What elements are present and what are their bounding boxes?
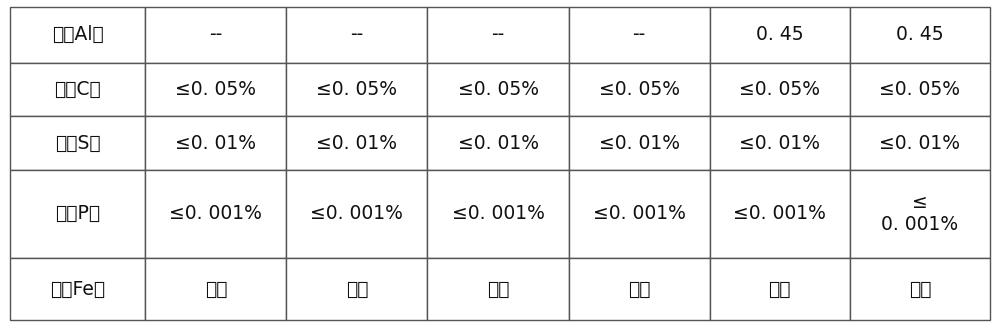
Polygon shape [145, 170, 286, 258]
Text: 余量: 余量 [205, 280, 227, 299]
Polygon shape [286, 258, 427, 320]
Polygon shape [427, 258, 569, 320]
Polygon shape [286, 7, 427, 63]
Polygon shape [10, 170, 145, 258]
Polygon shape [427, 63, 569, 116]
Text: ≤0. 01%: ≤0. 01% [458, 134, 539, 153]
Polygon shape [850, 63, 990, 116]
Polygon shape [286, 63, 427, 116]
Polygon shape [850, 170, 990, 258]
Polygon shape [10, 116, 145, 170]
Text: ≤
0. 001%: ≤ 0. 001% [881, 193, 958, 234]
Text: --: -- [491, 25, 505, 44]
Text: 余量: 余量 [346, 280, 368, 299]
Text: ≤0. 05%: ≤0. 05% [739, 80, 820, 99]
Polygon shape [427, 170, 569, 258]
Text: 余量: 余量 [487, 280, 509, 299]
Text: ≤0. 05%: ≤0. 05% [458, 80, 539, 99]
Polygon shape [710, 7, 850, 63]
Polygon shape [850, 258, 990, 320]
Polygon shape [145, 63, 286, 116]
Text: 磷（P）: 磷（P） [55, 204, 100, 223]
Polygon shape [850, 7, 990, 63]
Polygon shape [427, 116, 569, 170]
Text: 余量: 余量 [628, 280, 650, 299]
Polygon shape [710, 258, 850, 320]
Polygon shape [569, 258, 710, 320]
Text: ≤0. 001%: ≤0. 001% [310, 204, 403, 223]
Polygon shape [10, 7, 145, 63]
Text: ≤0. 001%: ≤0. 001% [733, 204, 826, 223]
Text: ≤0. 05%: ≤0. 05% [879, 80, 960, 99]
Text: ≤0. 01%: ≤0. 01% [599, 134, 680, 153]
Polygon shape [569, 116, 710, 170]
Polygon shape [569, 7, 710, 63]
Polygon shape [145, 116, 286, 170]
Text: --: -- [350, 25, 364, 44]
Polygon shape [10, 63, 145, 116]
Text: ≤0. 05%: ≤0. 05% [175, 80, 256, 99]
Polygon shape [10, 258, 145, 320]
Text: ≤0. 01%: ≤0. 01% [175, 134, 256, 153]
Text: ≤0. 05%: ≤0. 05% [599, 80, 680, 99]
Text: ≤0. 001%: ≤0. 001% [169, 204, 262, 223]
Polygon shape [286, 170, 427, 258]
Text: 铁（Fe）: 铁（Fe） [50, 280, 105, 299]
Text: --: -- [633, 25, 646, 44]
Polygon shape [286, 116, 427, 170]
Polygon shape [145, 258, 286, 320]
Text: ≤0. 001%: ≤0. 001% [593, 204, 686, 223]
Text: 硫（S）: 硫（S） [55, 134, 100, 153]
Text: 0. 45: 0. 45 [756, 25, 804, 44]
Text: 余量: 余量 [909, 280, 931, 299]
Polygon shape [427, 7, 569, 63]
Polygon shape [710, 170, 850, 258]
Text: ≤0. 01%: ≤0. 01% [739, 134, 820, 153]
Polygon shape [710, 63, 850, 116]
Text: 锂（Al）: 锂（Al） [52, 25, 103, 44]
Text: ≤0. 01%: ≤0. 01% [316, 134, 397, 153]
Text: ≤0. 01%: ≤0. 01% [879, 134, 960, 153]
Text: ≤0. 05%: ≤0. 05% [316, 80, 397, 99]
Text: --: -- [209, 25, 222, 44]
Polygon shape [850, 116, 990, 170]
Polygon shape [145, 7, 286, 63]
Text: ≤0. 001%: ≤0. 001% [452, 204, 544, 223]
Text: 0. 45: 0. 45 [896, 25, 944, 44]
Polygon shape [569, 63, 710, 116]
Text: 碳（C）: 碳（C） [54, 80, 101, 99]
Polygon shape [569, 170, 710, 258]
Text: 余量: 余量 [769, 280, 791, 299]
Polygon shape [710, 116, 850, 170]
